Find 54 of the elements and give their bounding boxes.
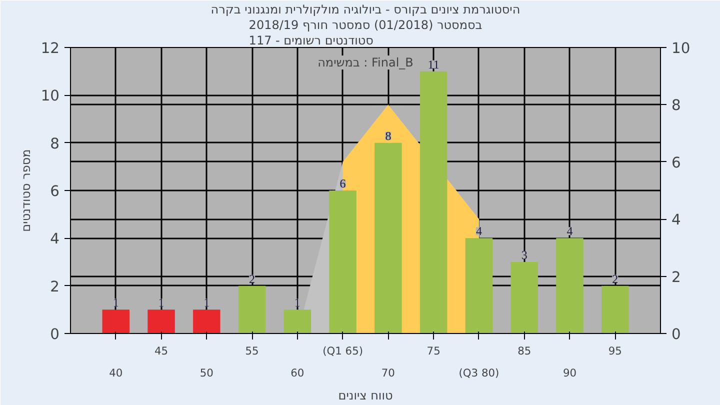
x-tick-label: 90 <box>562 366 577 380</box>
bar <box>102 310 130 334</box>
data-label: 3 <box>521 248 528 262</box>
data-label: 4 <box>566 224 573 238</box>
x-tick-label: 55 <box>245 344 259 358</box>
data-label: 8 <box>385 128 392 143</box>
data-label: 11 <box>428 57 440 72</box>
bar <box>329 190 356 334</box>
y-tick-label: 4 <box>50 230 60 248</box>
data-label: 1 <box>204 296 210 310</box>
x-tick-label: 70 <box>381 366 396 380</box>
data-label: 1 <box>294 296 300 310</box>
annotation: במשימה : Final_B <box>318 56 414 70</box>
y-tick-label: 8 <box>50 135 60 152</box>
chart-subtitle: בסמסטר (01/2018) סמסטר חורף 2018/19 סטודנטים רשומים - 117 <box>248 18 482 48</box>
x-tick-label: 95 <box>608 344 622 358</box>
x-tick-label: 60 <box>290 366 304 380</box>
bar <box>420 71 448 334</box>
data-label: 6 <box>340 176 346 190</box>
x-tick-label: (Q3 80) <box>458 366 500 380</box>
data-label: 2 <box>612 272 618 286</box>
y-tick-label: 0 <box>50 326 60 343</box>
x-tick-label: 40 <box>109 366 123 380</box>
bar <box>148 310 175 334</box>
y2-tick-label: 10 <box>672 40 690 57</box>
x-tick-label: 45 <box>154 344 168 358</box>
y-tick-label: 6 <box>50 183 60 200</box>
bar <box>510 262 538 334</box>
y-axis-title: מספר סטודנטים <box>18 149 33 232</box>
y2-tick-label: 0 <box>672 326 681 343</box>
y2-tick-label: 4 <box>672 212 681 229</box>
bar <box>602 286 629 334</box>
bar <box>193 310 220 334</box>
bar <box>238 286 266 334</box>
x-tick-label: (Q1 65) <box>322 344 364 358</box>
data-label: 4 <box>476 224 482 238</box>
y-tick-label: 2 <box>50 278 60 296</box>
y2-tick-label: 6 <box>672 154 681 172</box>
data-label: 2 <box>249 272 256 286</box>
data-label: 1 <box>112 296 119 310</box>
bar <box>374 142 402 334</box>
y2-tick-label: 8 <box>672 97 681 114</box>
bar <box>556 238 584 334</box>
data-label: 1 <box>158 296 164 310</box>
chart-title: היסטוגרמת ציונים בקורס - ביולוגיה מולקולרית ומנגנוני בקרה <box>210 2 520 16</box>
bar <box>284 310 312 334</box>
y2-tick-label: 2 <box>672 268 681 286</box>
x-tick-label: 75 <box>426 344 440 358</box>
x-axis-title: טווח ציונים <box>338 388 393 402</box>
x-tick-label: 85 <box>518 344 532 358</box>
y-tick-label: 10 <box>40 88 60 105</box>
x-tick-label: 50 <box>200 366 214 380</box>
bar <box>465 238 493 334</box>
y-tick-label: 12 <box>40 40 60 57</box>
